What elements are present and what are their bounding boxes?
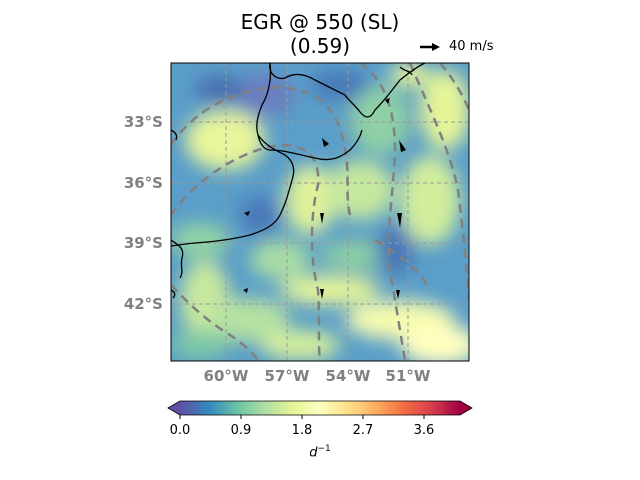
colorbar-tick-label: 0.0 bbox=[169, 423, 191, 438]
coastline-patagonia bbox=[171, 239, 184, 279]
contour-line bbox=[374, 238, 432, 291]
wind-arrow bbox=[244, 211, 250, 216]
colorbar-unit-exponent: −1 bbox=[317, 444, 331, 454]
wind-arrow bbox=[320, 289, 324, 299]
contour-line bbox=[171, 143, 322, 361]
colorbar bbox=[167, 400, 473, 419]
map-frame bbox=[170, 62, 470, 362]
wind-arrow bbox=[396, 290, 400, 299]
coastlines bbox=[171, 63, 426, 299]
lat-label-39s: 39°S bbox=[123, 234, 163, 252]
map-title-line2: (0.59) bbox=[289, 34, 351, 58]
wind-vectors bbox=[243, 98, 406, 299]
colorbar-tick-label: 3.6 bbox=[413, 423, 435, 438]
colorbar-extend-min bbox=[168, 401, 180, 415]
egr-field bbox=[171, 63, 469, 361]
lat-label-42s: 42°S bbox=[123, 295, 163, 313]
coastline-brazil bbox=[269, 63, 426, 118]
coastline-uruguay bbox=[256, 63, 363, 161]
contour-line bbox=[359, 63, 407, 361]
wind-arrow bbox=[385, 98, 390, 104]
colorbar-tick-label: 0.9 bbox=[230, 423, 252, 438]
lat-label-33s: 33°S bbox=[123, 113, 163, 131]
wind-arrow bbox=[399, 140, 406, 152]
wind-arrow bbox=[322, 138, 329, 147]
lon-label-57w: 57°W bbox=[264, 367, 310, 385]
contour-line bbox=[408, 63, 469, 301]
lon-label-60w: 60°W bbox=[203, 367, 249, 385]
lat-label-36s: 36°S bbox=[123, 174, 163, 192]
map-title-line1: EGR @ 550 (SL) bbox=[240, 10, 400, 34]
gridlines bbox=[171, 63, 469, 361]
contour-line bbox=[439, 63, 469, 111]
contour-line bbox=[171, 86, 352, 216]
wind-arrow bbox=[397, 213, 402, 228]
coastline-fragment bbox=[171, 289, 176, 299]
colorbar-body bbox=[180, 401, 460, 415]
lon-label-51w: 51°W bbox=[385, 367, 431, 385]
map-panel bbox=[171, 63, 469, 361]
coastline-plata-south bbox=[171, 134, 295, 247]
colorbar-extend-max bbox=[460, 401, 472, 415]
colorbar-tick-label: 1.8 bbox=[291, 423, 313, 438]
wind-arrow bbox=[243, 288, 248, 293]
contour-line bbox=[171, 284, 260, 361]
coastline-fragment bbox=[171, 129, 178, 141]
colorbar-unit-base: d bbox=[309, 445, 318, 461]
colorbar-ticks bbox=[179, 415, 425, 419]
reference-vector-label: 40 m/s bbox=[449, 39, 494, 54]
contours bbox=[171, 63, 469, 361]
wind-arrow bbox=[320, 213, 324, 224]
colorbar-unit-label: d−1 bbox=[290, 444, 350, 460]
reference-vector-arrow bbox=[420, 43, 440, 51]
coastline-island bbox=[399, 66, 413, 76]
lon-label-54w: 54°W bbox=[325, 367, 371, 385]
colorbar-tick-label: 2.7 bbox=[352, 423, 374, 438]
